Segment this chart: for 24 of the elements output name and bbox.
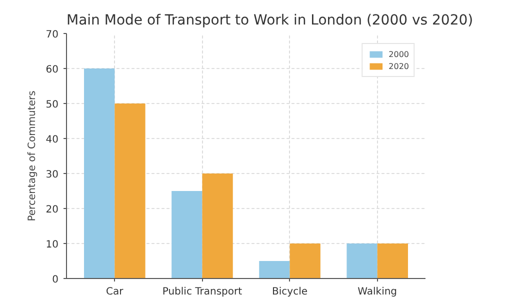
- bar: [202, 174, 233, 278]
- x-tick-label: Bicycle: [272, 286, 308, 298]
- y-tick-label: 20: [46, 204, 59, 216]
- y-axis-title: Percentage of Commuters: [26, 90, 38, 222]
- bar: [346, 244, 378, 278]
- bar: [114, 104, 146, 278]
- x-tick-label: Public Transport: [162, 286, 242, 298]
- y-tick-label: 30: [46, 170, 59, 180]
- y-tick-label: 60: [46, 64, 59, 76]
- legend-label: 2020: [388, 61, 409, 71]
- y-tick-label: 0: [52, 274, 59, 286]
- x-tick-label: Car: [106, 286, 124, 298]
- bar: [259, 261, 290, 278]
- chart-title: Main Mode of Transport to Work in London (2000 vs 2020): [66, 12, 474, 28]
- y-tick-label: 40: [46, 134, 59, 146]
- bar: [84, 68, 115, 278]
- y-tick-label: 10: [46, 240, 59, 250]
- y-tick-label: 50: [46, 100, 59, 110]
- x-tick-label: Walking: [358, 286, 398, 298]
- bar: [290, 244, 320, 278]
- bar: [377, 244, 408, 278]
- legend-label: 2000: [388, 49, 409, 59]
- bar: [172, 191, 202, 278]
- y-tick-label: 70: [46, 30, 59, 40]
